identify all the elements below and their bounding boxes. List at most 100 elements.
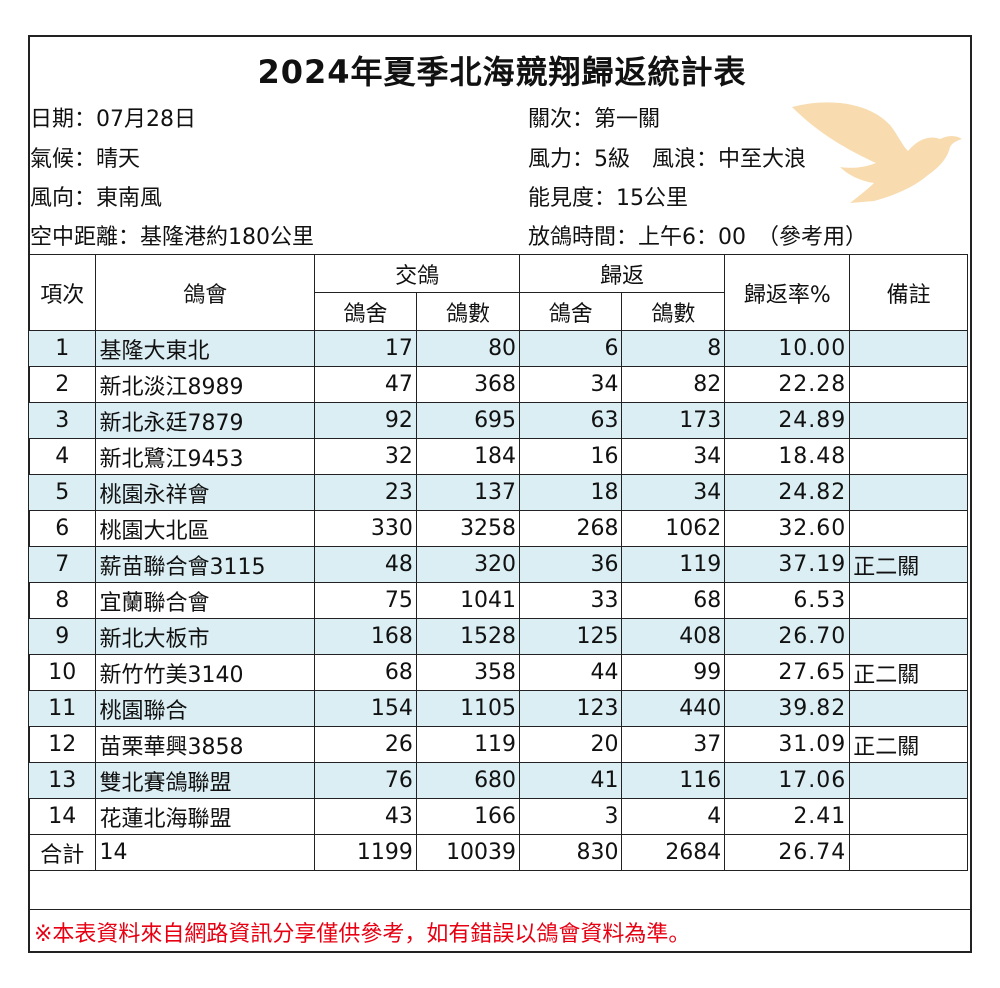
cell-rate: 24.89 <box>724 402 851 439</box>
cell-returned-birds: 4 <box>621 798 726 835</box>
cell-note <box>849 510 968 547</box>
cell-entered-lofts: 76 <box>314 762 417 799</box>
cell-note <box>849 330 968 367</box>
cell-rate: 31.09 <box>724 726 851 763</box>
cell-returned-lofts: 36 <box>519 546 623 583</box>
cell-entered-birds: 358 <box>415 654 521 691</box>
table-row: 8 宜蘭聯合會 75 1041 33 68 6.53 <box>27 582 968 619</box>
cell-club: 雙北賽鴿聯盟 <box>95 762 316 799</box>
header-club: 鴿會 <box>95 254 316 331</box>
cell-no: 14 <box>27 798 97 835</box>
cell-club: 苗栗華興3858 <box>95 726 316 763</box>
cell-entered-birds: 3258 <box>415 510 521 547</box>
cell-returned-lofts: 123 <box>519 690 623 727</box>
header-entered-birds: 鴿數 <box>415 292 521 331</box>
cell-entered-lofts: 26 <box>314 726 417 763</box>
cell-note <box>849 798 968 835</box>
info-weather: 氣候：晴天 <box>30 147 141 172</box>
cell-no: 8 <box>27 582 97 619</box>
cell-returned-birds: 116 <box>621 762 726 799</box>
cell-returned-lofts: 16 <box>519 438 623 475</box>
info-release-time: 放鴿時間：上午6：00 （參考用） <box>528 225 867 250</box>
info-stage: 關次：第一關 <box>528 107 661 132</box>
cell-returned-lofts: 268 <box>519 510 623 547</box>
cell-note: 正二關 <box>849 546 968 583</box>
header-note: 備註 <box>849 254 968 331</box>
footer-note: ※本表資料來自網路資訊分享僅供參考，如有錯誤以鴿會資料為準。 <box>34 922 691 947</box>
table-row: 13 雙北賽鴿聯盟 76 680 41 116 17.06 <box>27 762 968 799</box>
cell-returned-birds: 1062 <box>621 510 726 547</box>
cell-returned-birds: 34 <box>621 438 726 475</box>
table-row: 2 新北淡江8989 47 368 34 82 22.28 <box>27 366 968 403</box>
cell-entered-lofts: 23 <box>314 474 417 511</box>
header-entered-lofts: 鴿舍 <box>314 292 417 331</box>
cell-club: 基隆大東北 <box>95 330 316 367</box>
cell-returned-birds: 68 <box>621 582 726 619</box>
cell-returned-lofts: 20 <box>519 726 623 763</box>
cell-returned-birds: 82 <box>621 366 726 403</box>
cell-rate: 18.48 <box>724 438 851 475</box>
cell-rate: 27.65 <box>724 654 851 691</box>
cell-returned-birds: 440 <box>621 690 726 727</box>
cell-note <box>849 402 968 439</box>
cell-note <box>849 438 968 475</box>
header-returned: 歸返 <box>519 254 726 293</box>
cell-no: 5 <box>27 474 97 511</box>
cell-entered-lofts: 68 <box>314 654 417 691</box>
cell-returned-lofts: 6 <box>519 330 623 367</box>
cell-rate: 26.70 <box>724 618 851 655</box>
cell-returned-lofts: 18 <box>519 474 623 511</box>
dove-icon <box>792 102 962 203</box>
cell-club: 薪苗聯合會3115 <box>95 546 316 583</box>
total-rate: 26.74 <box>724 834 851 871</box>
report-title: 2024年夏季北海競翔歸返統計表 <box>257 53 747 91</box>
total-row: 合計 14 1199 10039 830 2684 26.74 <box>27 834 968 871</box>
cell-entered-birds: 166 <box>415 798 521 835</box>
cell-entered-lofts: 43 <box>314 798 417 835</box>
cell-returned-lofts: 44 <box>519 654 623 691</box>
cell-note <box>849 582 968 619</box>
results-table: 項次 鴿會 交鴿 歸返 歸返率% 備註 鴿舍 鴿數 鴿舍 鴿數 1 基隆大東北 … <box>27 254 968 871</box>
cell-no: 13 <box>27 762 97 799</box>
cell-no: 2 <box>27 366 97 403</box>
cell-no: 12 <box>27 726 97 763</box>
cell-club: 新北大板市 <box>95 618 316 655</box>
cell-no: 1 <box>27 330 97 367</box>
cell-note <box>849 690 968 727</box>
table-row: 14 花蓮北海聯盟 43 166 3 4 2.41 <box>27 798 968 835</box>
cell-entered-lofts: 154 <box>314 690 417 727</box>
table-row: 6 桃園大北區 330 3258 268 1062 32.60 <box>27 510 968 547</box>
cell-club: 桃園永祥會 <box>95 474 316 511</box>
cell-entered-birds: 368 <box>415 366 521 403</box>
cell-no: 6 <box>27 510 97 547</box>
cell-rate: 39.82 <box>724 690 851 727</box>
cell-no: 3 <box>27 402 97 439</box>
cell-returned-birds: 119 <box>621 546 726 583</box>
cell-returned-birds: 408 <box>621 618 726 655</box>
cell-club: 新北淡江8989 <box>95 366 316 403</box>
cell-club: 新竹竹美3140 <box>95 654 316 691</box>
cell-returned-lofts: 41 <box>519 762 623 799</box>
total-note <box>849 834 968 871</box>
table-row: 10 新竹竹美3140 68 358 44 99 27.65 正二關 <box>27 654 968 691</box>
table-row: 9 新北大板市 168 1528 125 408 26.70 <box>27 618 968 655</box>
info-wind-force: 風力：5級 風浪：中至大浪 <box>528 147 806 172</box>
cell-entered-lofts: 32 <box>314 438 417 475</box>
header-rate: 歸返率% <box>724 254 851 331</box>
cell-entered-birds: 137 <box>415 474 521 511</box>
total-label: 合計 <box>27 834 97 871</box>
info-wind-direction: 風向：東南風 <box>30 186 163 211</box>
cell-entered-lofts: 168 <box>314 618 417 655</box>
cell-no: 7 <box>27 546 97 583</box>
header-returned-lofts: 鴿舍 <box>519 292 623 331</box>
cell-returned-birds: 37 <box>621 726 726 763</box>
cell-returned-lofts: 63 <box>519 402 623 439</box>
cell-note: 正二關 <box>849 654 968 691</box>
cell-club: 花蓮北海聯盟 <box>95 798 316 835</box>
cell-returned-birds: 34 <box>621 474 726 511</box>
table-row: 11 桃園聯合 154 1105 123 440 39.82 <box>27 690 968 727</box>
cell-note <box>849 618 968 655</box>
cell-rate: 17.06 <box>724 762 851 799</box>
total-entered-lofts: 1199 <box>314 834 417 871</box>
cell-note: 正二關 <box>849 726 968 763</box>
